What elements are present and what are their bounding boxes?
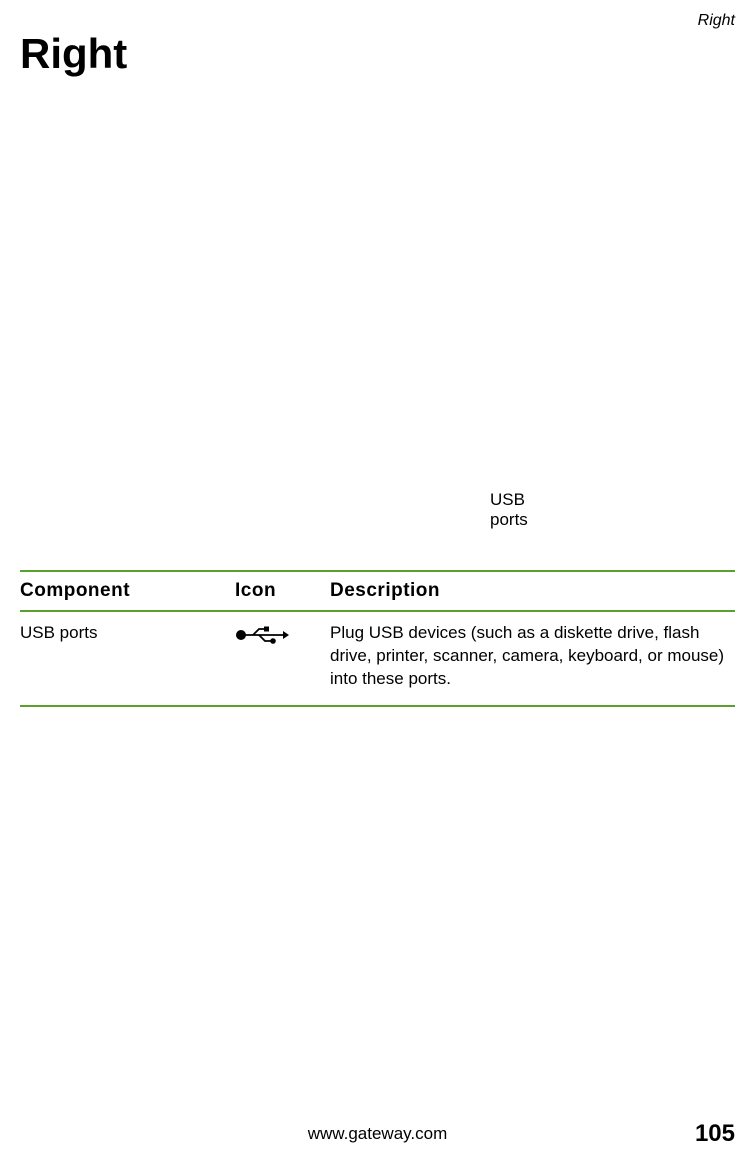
cell-component: USB ports bbox=[20, 622, 235, 645]
footer-url: www.gateway.com bbox=[308, 1124, 448, 1144]
column-header-component: Component bbox=[20, 580, 235, 602]
cell-description: Plug USB devices (such as a diskette dri… bbox=[330, 622, 735, 691]
cell-icon bbox=[235, 622, 330, 644]
diagram-callout-usb: USBports bbox=[490, 490, 528, 531]
table-header-row: Component Icon Description bbox=[20, 570, 735, 612]
column-header-description: Description bbox=[330, 580, 735, 602]
usb-icon bbox=[235, 626, 289, 644]
page-title: Right bbox=[20, 30, 127, 78]
running-header: Right bbox=[698, 12, 735, 30]
component-table: Component Icon Description USB ports Plu… bbox=[20, 570, 735, 707]
column-header-icon: Icon bbox=[235, 580, 330, 602]
page-footer: www.gateway.com 105 bbox=[0, 1124, 755, 1144]
table-row: USB ports Plug USB devices (such as a di… bbox=[20, 612, 735, 707]
page-number: 105 bbox=[695, 1120, 735, 1148]
